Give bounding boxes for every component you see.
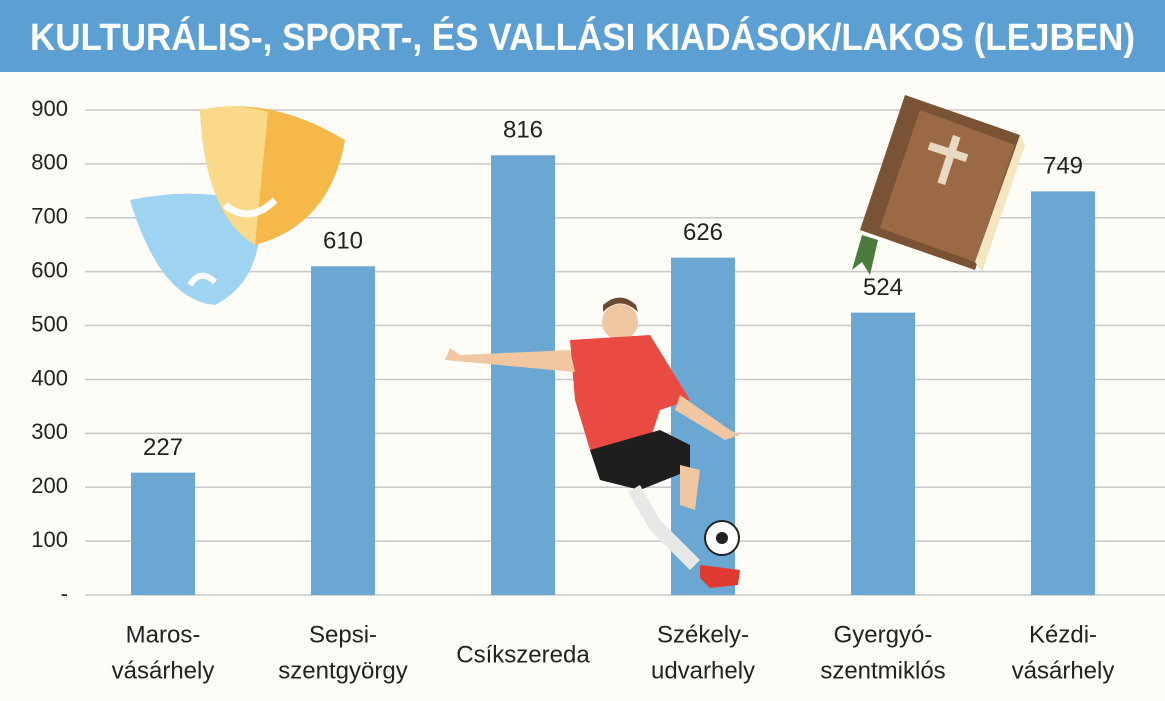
x-tick-label: Kézdi- <box>1029 621 1097 648</box>
y-tick-label: 700 <box>31 204 68 229</box>
x-tick-label: vásárhely <box>1012 657 1115 684</box>
value-label: 749 <box>1043 153 1083 180</box>
y-tick-label: 300 <box>31 419 68 444</box>
x-tick-label: udvarhely <box>651 657 755 684</box>
x-tick-label: Gyergyó- <box>834 621 933 648</box>
y-tick-label: 500 <box>31 311 68 336</box>
bar <box>491 155 555 595</box>
y-tick-label: 400 <box>31 365 68 390</box>
value-label: 524 <box>863 274 903 301</box>
bar <box>851 312 915 595</box>
y-tick-label: 900 <box>31 96 68 121</box>
y-tick-label: 200 <box>31 473 68 498</box>
x-tick-label: vásárhely <box>112 657 215 684</box>
y-tick-label: - <box>61 581 68 606</box>
value-label: 626 <box>683 219 723 246</box>
x-tick-label: szentgyörgy <box>278 657 407 684</box>
y-tick-label: 100 <box>31 527 68 552</box>
x-tick-label: Maros- <box>126 621 201 648</box>
x-tick-label: Csíkszereda <box>456 641 590 668</box>
bar <box>1031 191 1095 595</box>
bar <box>311 266 375 595</box>
value-label: 816 <box>503 117 543 144</box>
illustrations <box>130 95 1025 588</box>
x-tick-label: Sepsi- <box>309 621 377 648</box>
plot: - 100 200 300 400 500 600 700 800 900 227 Maros-vás… <box>31 96 1165 684</box>
x-tick-label: Székely- <box>657 621 749 648</box>
value-label: 227 <box>143 434 183 461</box>
title-bar <box>0 0 1165 72</box>
value-label: 610 <box>323 228 363 255</box>
y-tick-label: 600 <box>31 257 68 282</box>
bar <box>131 472 195 595</box>
y-tick-label: 800 <box>31 150 68 175</box>
chart-title: KULTURÁLIS-, SPORT-, ÉS VALLÁSI KIADÁSOK… <box>30 15 1135 59</box>
x-tick-label: szentmiklós <box>820 657 945 684</box>
